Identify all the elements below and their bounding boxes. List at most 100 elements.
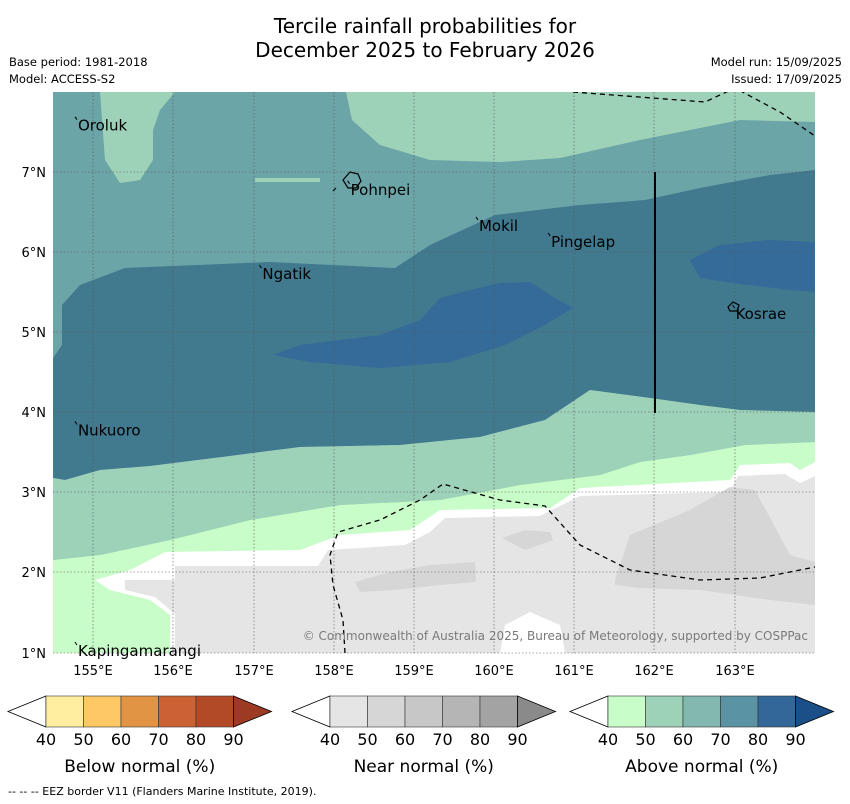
colorbars: 40 50 60 70 80 90 Below normal (%) 40 50 60 70 80 90… [6,695,835,777]
eez-footnote: -- -- -- EEZ border V11 (Flanders Marine… [8,785,317,798]
meta-left: Base period: 1981-2018 Model: ACCESS-S2 [9,54,148,88]
colorbar-tick: 80 [470,730,490,749]
place-label-oroluk: Oroluk [78,117,127,135]
colorbar-tick: 80 [186,730,206,749]
colorbar-segment [720,695,759,728]
colorbar-segment [158,695,197,728]
lat-axis: 7°N 6°N 5°N 4°N 3°N 2°N 1°N [22,166,47,662]
lon-tick: 162°E [634,664,674,679]
colorbar-segment [329,695,368,728]
place-marker [74,641,78,646]
colorbar-tick: 60 [395,730,415,749]
colorbar-under-arrow [6,695,47,728]
lon-axis: 155°E 156°E 157°E 158°E 159°E 160°E 161°… [73,664,755,679]
colorbar-tick: 50 [635,730,655,749]
colorbar-tick: 60 [111,730,131,749]
kosrae-island [727,301,740,312]
place-marker [547,232,551,237]
colorbar-segment [757,695,796,728]
colorbar-tick: 50 [357,730,377,749]
lon-tick: 156°E [153,664,193,679]
lat-tick: 6°N [22,246,47,261]
colorbar-segment [83,695,122,728]
colorbar-tick: 40 [36,730,56,749]
lon-tick: 161°E [554,664,594,679]
lon-tick: 163°E [715,664,755,679]
colorbar-segment [607,695,646,728]
colorbar-tick: 70 [710,730,730,749]
shade-above-80-central [273,282,573,368]
place-marker [475,216,479,221]
islet [332,187,337,192]
lon-tick: 155°E [73,664,113,679]
place-label-kapingamarangi: Kapingamarangi [78,642,201,660]
colorbar-tick: 70 [148,730,168,749]
map-title: Tercile rainfall probabilities for Decem… [0,14,850,62]
title-line-2: December 2025 to February 2026 [255,38,595,62]
model-name: Model: ACCESS-S2 [9,72,116,86]
lat-tick: 3°N [22,486,47,501]
colorbar-tick: 60 [673,730,693,749]
shade-near-50-b [502,530,553,550]
shade-near-50-a [355,562,476,592]
model-run: Model run: 15/09/2025 [710,55,842,69]
colorbar-under-arrow [568,695,609,728]
colorbar-label: Above normal (%) [625,757,778,777]
colorbar-label: Below normal (%) [64,757,215,777]
colorbar-label: Near normal (%) [354,757,494,777]
place-label-mokil: Mokil [479,217,518,235]
pohnpei-island [342,171,362,189]
lat-tick: 7°N [22,166,47,181]
place-marker [732,304,736,309]
place-label-pingelap: Pingelap [551,233,615,251]
colorbar-segment [645,695,684,728]
colorbar-1: 40 50 60 70 80 90 Below normal (%) [6,695,273,777]
place-marker [259,264,262,269]
place-label-ngatik: Ngatik [262,265,311,283]
place-label-nukuoro: Nukuoro [78,421,141,439]
colorbar-segment [45,695,84,728]
colorbar-2: 40 50 60 70 80 90 Near normal (%) [290,695,557,777]
copyright-notice: © Commonwealth of Australia 2025, Bureau… [303,629,808,643]
place-label-kosrae: Kosrae [736,305,787,323]
lat-tick: 2°N [22,566,47,581]
colorbar-tick: 80 [748,730,768,749]
colorbar-tick: 40 [320,730,340,749]
colorbar-tick: 40 [598,730,618,749]
shade-above-80-east [690,240,815,292]
colorbar-segment [442,695,481,728]
probability-shading [53,92,815,653]
lon-tick: 159°E [394,664,434,679]
colorbar-segment [682,695,721,728]
colorbar-tick: 70 [432,730,452,749]
colorbar-segment [120,695,159,728]
colorbar-segment [367,695,406,728]
colorbar-over-arrow [233,695,273,728]
base-period: Base period: 1981-2018 [9,55,148,69]
lon-tick: 158°E [314,664,354,679]
colorbar-segment [195,695,234,728]
colorbar-tick: 50 [73,730,93,749]
title-line-1: Tercile rainfall probabilities for [273,14,577,38]
lat-tick: 5°N [22,326,47,341]
colorbar-segment [404,695,443,728]
lat-tick: 1°N [22,647,47,662]
colorbar-under-arrow [290,695,331,728]
colorbar-3: 40 50 60 70 80 90 Above normal (%) [568,695,835,777]
colorbar-tick: 90 [785,730,805,749]
lat-tick: 4°N [22,406,47,421]
place-marker [74,421,78,425]
place-label-pohnpei: Pohnpei [351,181,411,199]
shade-above-50-strip [255,178,320,182]
shade-above-50-north [100,92,815,183]
white-gap-south [500,612,565,653]
shade-above-50-south [53,390,815,560]
place-marker [74,116,78,120]
meta-right: Model run: 15/09/2025 Issued: 17/09/2025 [711,54,842,88]
colorbar-tick: 90 [223,730,243,749]
colorbar-tick: 90 [507,730,527,749]
colorbar-segment [479,695,518,728]
lon-tick: 160°E [474,664,514,679]
colorbar-over-arrow [517,695,557,728]
